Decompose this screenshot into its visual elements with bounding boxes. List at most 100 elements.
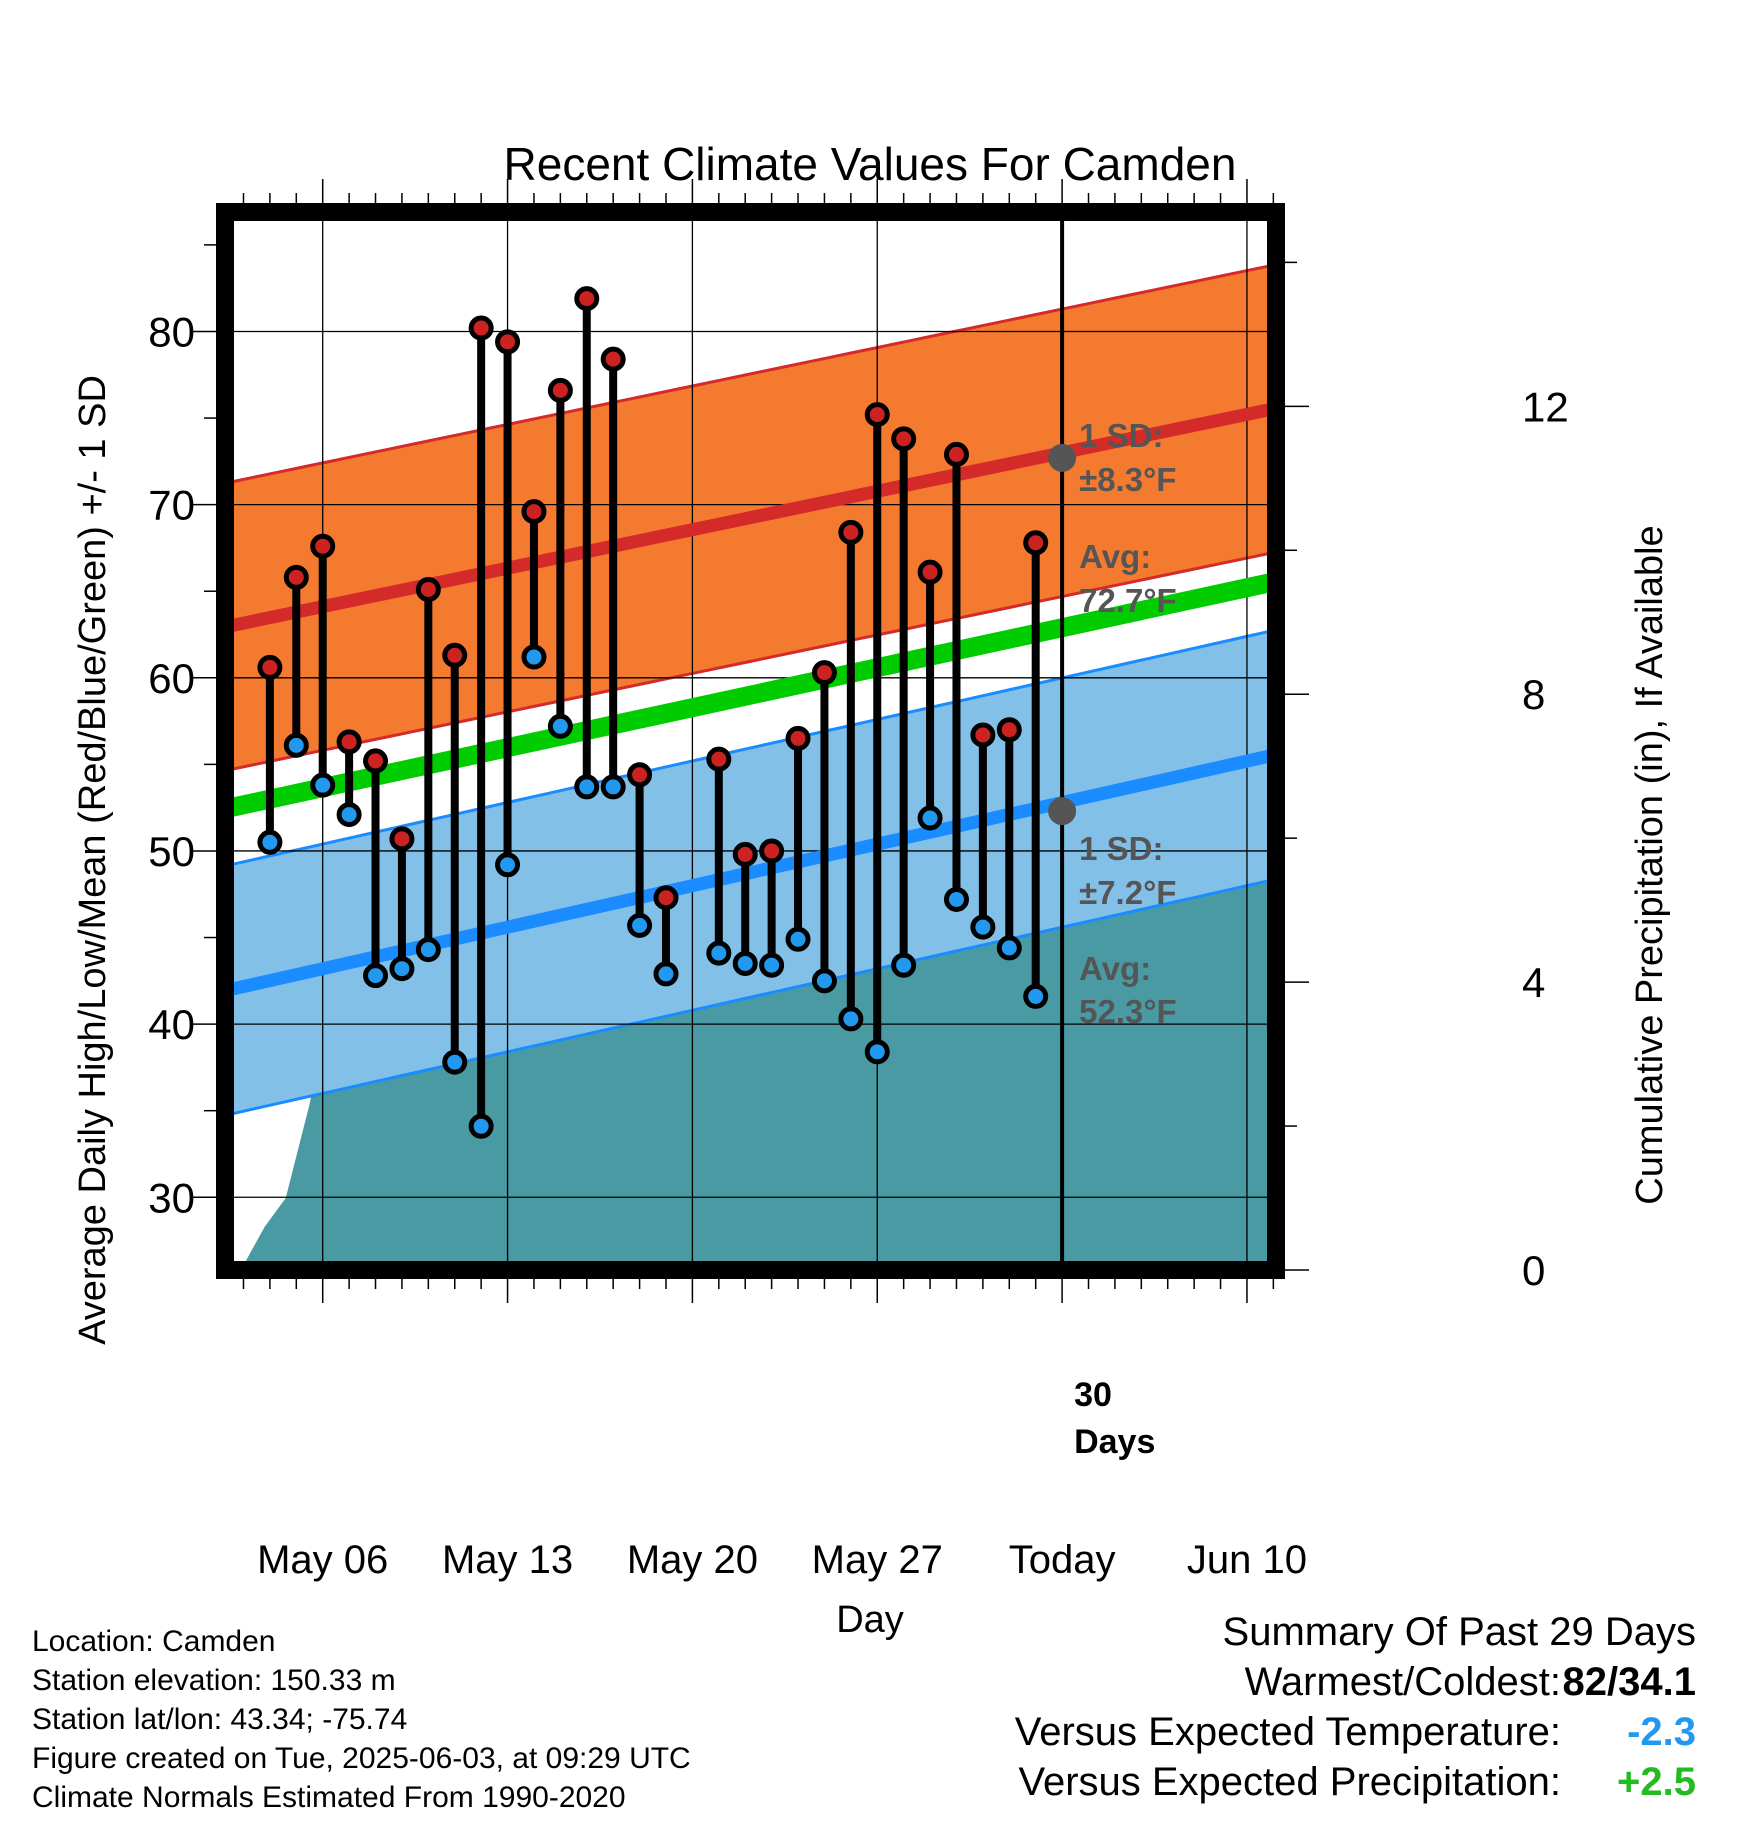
- daily-low-point: [336, 802, 362, 828]
- temp-label: Versus Expected Temperature:: [1014, 1710, 1561, 1754]
- precip-label: Versus Expected Precipitation:: [1018, 1760, 1561, 1804]
- daily-low-point: [389, 956, 415, 982]
- daily-low-point: [574, 774, 600, 800]
- daily-low-point: [600, 774, 626, 800]
- station-info: Location: Camden Station elevation: 150.…: [32, 1622, 691, 1817]
- low-sd-label: 1 SD:: [1079, 830, 1163, 867]
- daily-high-point: [891, 426, 917, 452]
- y-tick-label-left: 50: [148, 828, 195, 875]
- daily-high-point: [864, 402, 890, 428]
- daily-low-point: [732, 951, 758, 977]
- low-avg-value: 52.3°F: [1079, 993, 1177, 1030]
- y-axis-label-left: Average Daily High/Low/Mean (Red/Blue/Gr…: [72, 375, 114, 1345]
- x-tick-label: May 06: [257, 1538, 388, 1582]
- normal-low-sd-lower-edge: [229, 878, 1272, 1116]
- daily-low-point: [943, 886, 969, 912]
- daily-low-point: [627, 912, 653, 938]
- daily-high-point: [1023, 530, 1049, 556]
- plot-inner: [225, 212, 1276, 1270]
- chart-title: Recent Climate Values For Camden: [504, 138, 1237, 190]
- daily-high-point: [970, 722, 996, 748]
- daily-high-point: [415, 576, 441, 602]
- daily-high-point: [759, 838, 785, 864]
- location-text: Location: Camden: [32, 1625, 276, 1658]
- y-axis-label-right: Cumulative Precipitation (in), If Availa…: [1629, 525, 1671, 1204]
- daily-low-point: [811, 968, 837, 994]
- x-tick-label: May 27: [812, 1538, 943, 1582]
- normal-high-sd-lower-edge: [229, 551, 1272, 772]
- daily-high-point: [838, 519, 864, 545]
- latlon-text: Station lat/lon: 43.34; -75.74: [32, 1703, 408, 1736]
- daily-high-point: [653, 885, 679, 911]
- daily-low-point: [257, 829, 283, 855]
- x-tick-label: Jun 10: [1187, 1538, 1307, 1582]
- daily-high-point: [811, 660, 837, 686]
- elevation-text: Station elevation: 150.33 m: [32, 1664, 396, 1697]
- y-tick-label-right: 4: [1522, 959, 1545, 1006]
- daily-high-point: [627, 762, 653, 788]
- daily-low-point: [521, 644, 547, 670]
- daily-high-point: [996, 717, 1022, 743]
- daily-high-point: [363, 748, 389, 774]
- daily-high-point: [600, 346, 626, 372]
- summary-title: Summary Of Past 29 Days: [1222, 1610, 1696, 1654]
- daily-low-point: [891, 952, 917, 978]
- today-window-number: 30: [1074, 1376, 1112, 1414]
- daily-low-point: [653, 961, 679, 987]
- daily-high-point: [310, 533, 336, 559]
- daily-low-point: [996, 935, 1022, 961]
- daily-high-point: [574, 286, 600, 312]
- daily-low-point: [468, 1113, 494, 1139]
- normal-high-sd-upper-edge: [229, 264, 1272, 484]
- high-sd-label: 1 SD:: [1079, 417, 1163, 454]
- y-tick-label-left: 70: [148, 482, 195, 529]
- daily-high-point: [336, 729, 362, 755]
- y-tick-label-left: 30: [148, 1174, 195, 1221]
- y-tick-label-left: 60: [148, 655, 195, 702]
- high-avg-value: 72.7°F: [1079, 582, 1177, 619]
- y-tick-label-right: 8: [1522, 671, 1545, 718]
- warm-cold-value: 82/34.1: [1562, 1660, 1696, 1704]
- temp-value: -2.3: [1627, 1710, 1696, 1754]
- daily-high-point: [732, 841, 758, 867]
- daily-low-point: [1023, 983, 1049, 1009]
- daily-high-point: [521, 499, 547, 525]
- today-window-unit: Days: [1074, 1423, 1155, 1461]
- daily-low-point: [310, 772, 336, 798]
- summary-panel: Summary Of Past 29 Days Warmest/Coldest:…: [896, 1610, 1696, 1810]
- daily-high-point: [547, 377, 573, 403]
- daily-high-point: [389, 826, 415, 852]
- daily-high-point: [442, 642, 468, 668]
- x-axis-label: Day: [836, 1599, 904, 1641]
- plot-area: 1 SD: ±8.3°F Avg: 72.7°F 1 SD: ±7.2°F Avg: 52.3…: [148, 179, 1569, 1582]
- daily-low-point: [785, 926, 811, 952]
- normal-high-avg-marker: [1048, 443, 1077, 472]
- daily-low-point: [759, 952, 785, 978]
- daily-high-point: [943, 441, 969, 467]
- daily-low-point: [495, 852, 521, 878]
- daily-high-point: [257, 654, 283, 680]
- daily-low-point: [970, 914, 996, 940]
- plot-frame: [216, 203, 1285, 1279]
- daily-low-point: [706, 940, 732, 966]
- normal-low-avg-marker: [1048, 797, 1077, 826]
- x-tick-label: May 13: [442, 1538, 573, 1582]
- y-tick-label-right: 12: [1522, 383, 1569, 430]
- daily-low-point: [415, 937, 441, 963]
- daily-high-point: [495, 329, 521, 355]
- precip-value: +2.5: [1617, 1760, 1696, 1804]
- x-tick-label: Today: [1009, 1538, 1116, 1582]
- daily-low-point: [917, 805, 943, 831]
- daily-high-point: [706, 746, 732, 772]
- normal-low-sd-upper-edge: [229, 629, 1272, 867]
- low-avg-label: Avg:: [1079, 950, 1151, 987]
- y-tick-label-left: 80: [148, 308, 195, 355]
- high-sd-value: ±8.3°F: [1079, 461, 1176, 498]
- y-tick-label-right: 0: [1522, 1247, 1545, 1294]
- warm-cold-label: Warmest/Coldest:: [1244, 1660, 1561, 1704]
- daily-low-point: [547, 713, 573, 739]
- daily-high-point: [785, 725, 811, 751]
- daily-high-point: [917, 559, 943, 585]
- daily-high-point: [283, 564, 309, 590]
